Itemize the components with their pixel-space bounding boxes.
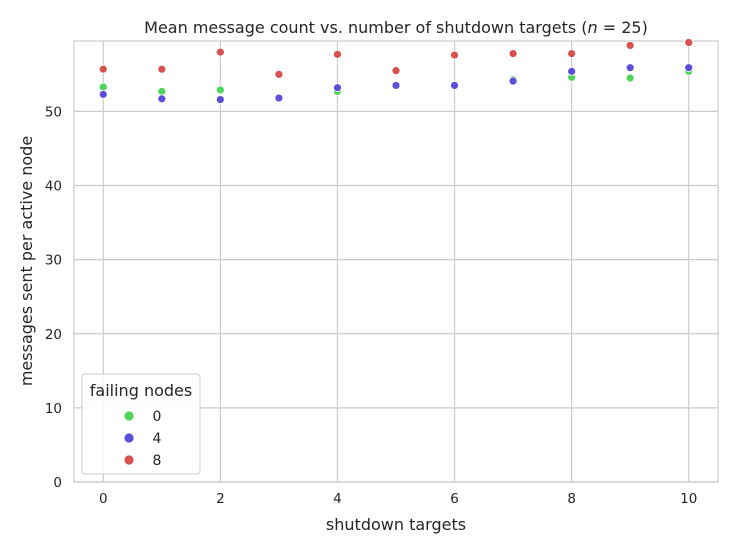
data-point-series-8 xyxy=(274,69,284,79)
plot-frame xyxy=(73,40,719,483)
y-tick-label: 50 xyxy=(45,104,62,120)
x-tick-label: 10 xyxy=(680,491,697,507)
x-tick-label: 0 xyxy=(99,491,108,507)
legend-marker-4 xyxy=(123,432,135,444)
data-point-series-8 xyxy=(157,64,167,74)
legend-label-8: 8 xyxy=(153,453,162,469)
legend-box xyxy=(81,373,201,475)
data-point-series-8 xyxy=(508,49,518,58)
data-point-series-4 xyxy=(567,66,577,76)
data-point-series-4 xyxy=(215,95,225,104)
legend-label-4: 4 xyxy=(153,431,162,447)
y-tick-label: 0 xyxy=(53,475,62,491)
data-point-series-8 xyxy=(98,64,108,74)
data-point-series-8 xyxy=(215,47,225,57)
x-axis-title: shutdown targets xyxy=(326,515,466,534)
data-point-series-4 xyxy=(450,81,459,90)
x-tick-label: 2 xyxy=(216,491,225,507)
data-point-series-8 xyxy=(391,66,401,76)
data-point-series-4 xyxy=(98,89,108,99)
chart-title: Mean message count vs. number of shutdow… xyxy=(144,18,648,37)
data-point-series-0 xyxy=(98,82,108,92)
data-point-series-4 xyxy=(274,93,284,103)
x-tick-label: 6 xyxy=(450,491,459,507)
legend-marker-0 xyxy=(123,410,135,422)
data-point-series-4 xyxy=(157,94,167,104)
data-point-series-4 xyxy=(391,81,401,90)
data-point-series-8 xyxy=(333,49,342,59)
data-point-series-8 xyxy=(567,49,577,58)
data-point-series-0 xyxy=(215,85,225,95)
y-tick-labels: 0 10 20 30 40 50 xyxy=(45,104,62,491)
data-point-series-0 xyxy=(625,73,635,83)
data-points xyxy=(98,38,694,104)
x-tick-label: 8 xyxy=(567,491,576,507)
data-point-series-4 xyxy=(508,76,518,86)
data-point-series-4 xyxy=(625,63,635,73)
data-point-series-0 xyxy=(157,87,167,96)
data-point-series-8 xyxy=(450,50,459,60)
data-point-series-8 xyxy=(625,41,635,50)
legend-marker-8 xyxy=(123,454,135,466)
legend-items: 0 4 8 xyxy=(123,409,162,469)
data-point-series-4 xyxy=(333,83,342,93)
data-point-series-4 xyxy=(684,63,694,73)
legend-label-0: 0 xyxy=(153,409,162,425)
x-tick-label: 4 xyxy=(333,491,342,507)
y-tick-label: 40 xyxy=(45,179,62,195)
legend: failing nodes 0 4 8 xyxy=(81,373,201,475)
legend-title: failing nodes xyxy=(90,381,192,400)
y-tick-label: 10 xyxy=(45,401,62,417)
x-tick-labels: 0 2 4 6 8 10 xyxy=(99,491,697,507)
y-tick-label: 30 xyxy=(45,253,62,269)
data-point-series-8 xyxy=(684,38,694,47)
y-axis-title: messages sent per active node xyxy=(17,136,36,386)
y-tick-label: 20 xyxy=(45,327,62,343)
